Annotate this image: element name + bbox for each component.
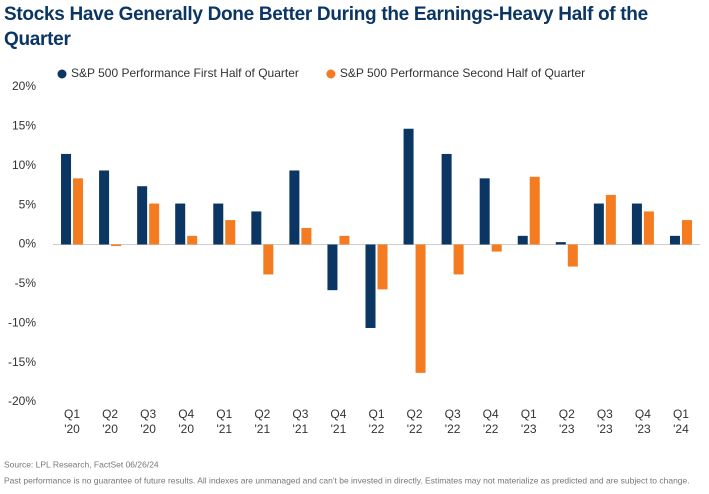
x-tick-label: Q3 <box>292 407 308 421</box>
bar <box>529 176 540 245</box>
x-tick-label: '23 <box>521 422 537 436</box>
bar <box>137 186 148 245</box>
bar <box>377 244 388 290</box>
x-tick-label: '21 <box>216 422 232 436</box>
y-tick-label: 15% <box>12 119 36 133</box>
x-tick-label: Q1 <box>216 407 232 421</box>
bar <box>149 203 160 245</box>
bar <box>251 211 262 245</box>
x-tick-label: '21 <box>293 422 309 436</box>
bar <box>73 178 84 245</box>
bar <box>61 153 72 245</box>
x-tick-label: Q4 <box>330 407 346 421</box>
x-tick-label: '22 <box>483 422 499 436</box>
x-tick-label: Q2 <box>102 407 118 421</box>
y-tick-label: 0% <box>19 237 37 251</box>
bar <box>555 242 566 245</box>
bar <box>453 244 464 275</box>
x-tick-label: '21 <box>331 422 347 436</box>
x-tick-label: '21 <box>255 422 271 436</box>
x-tick-label: '22 <box>407 422 423 436</box>
bar <box>631 203 642 245</box>
x-tick-label: '23 <box>597 422 613 436</box>
x-tick-label: '20 <box>102 422 118 436</box>
bar <box>403 128 414 245</box>
x-tick-label: Q1 <box>64 407 80 421</box>
bar <box>263 244 274 275</box>
x-tick-label: Q2 <box>559 407 575 421</box>
bar <box>681 220 692 245</box>
x-tick-label: Q2 <box>407 407 423 421</box>
x-tick-label: '23 <box>635 422 651 436</box>
y-tick-label: 10% <box>12 158 36 172</box>
bar <box>111 244 122 247</box>
x-tick-label: Q4 <box>635 407 651 421</box>
x-tick-label: Q3 <box>445 407 461 421</box>
x-tick-label: '20 <box>64 422 80 436</box>
legend-label: S&P 500 Performance First Half of Quarte… <box>71 66 299 80</box>
bar <box>567 244 578 267</box>
y-tick-label: 5% <box>19 197 37 211</box>
x-tick-label: '24 <box>673 422 689 436</box>
bar <box>99 170 110 245</box>
source: Source: LPL Research, FactSet 06/26/24 <box>4 459 159 469</box>
x-tick-label: Q1 <box>673 407 689 421</box>
x-tick-label: '20 <box>140 422 156 436</box>
legend-label: S&P 500 Performance Second Half of Quart… <box>340 66 585 80</box>
x-tick-label: '22 <box>445 422 461 436</box>
x-tick-label: Q3 <box>140 407 156 421</box>
bar <box>593 203 604 245</box>
x-tick-label: Q4 <box>483 407 499 421</box>
bar <box>441 153 452 245</box>
x-tick-label: Q1 <box>521 407 537 421</box>
bar <box>479 178 490 245</box>
bar <box>339 235 350 245</box>
y-tick-label: -5% <box>15 276 37 290</box>
x-tick-label: '23 <box>559 422 575 436</box>
bar <box>175 203 186 245</box>
x-tick-label: '20 <box>178 422 194 436</box>
bar <box>289 170 300 245</box>
x-tick-label: Q2 <box>254 407 270 421</box>
y-tick-label: -10% <box>8 315 36 329</box>
x-tick-label: Q3 <box>597 407 613 421</box>
legend-marker <box>326 69 336 79</box>
bar <box>213 203 224 245</box>
bar <box>605 194 616 245</box>
bar <box>517 235 528 245</box>
bar <box>225 220 236 245</box>
x-tick-label: Q1 <box>368 407 384 421</box>
bar <box>491 244 502 252</box>
note: Past performance is no guarantee of futu… <box>4 475 690 485</box>
bar <box>301 227 312 245</box>
y-tick-label: 20% <box>12 79 36 93</box>
x-tick-label: '22 <box>369 422 385 436</box>
bar <box>643 211 654 245</box>
legend-marker <box>57 69 67 79</box>
x-tick-label: Q4 <box>178 407 194 421</box>
bar <box>365 244 376 328</box>
bar <box>669 235 680 245</box>
bar <box>187 235 198 245</box>
y-tick-label: -20% <box>8 394 36 408</box>
bar <box>327 244 338 291</box>
chart-title: Stocks Have Generally Done Better During… <box>4 4 648 50</box>
bar <box>415 244 426 373</box>
y-tick-label: -15% <box>8 355 36 369</box>
